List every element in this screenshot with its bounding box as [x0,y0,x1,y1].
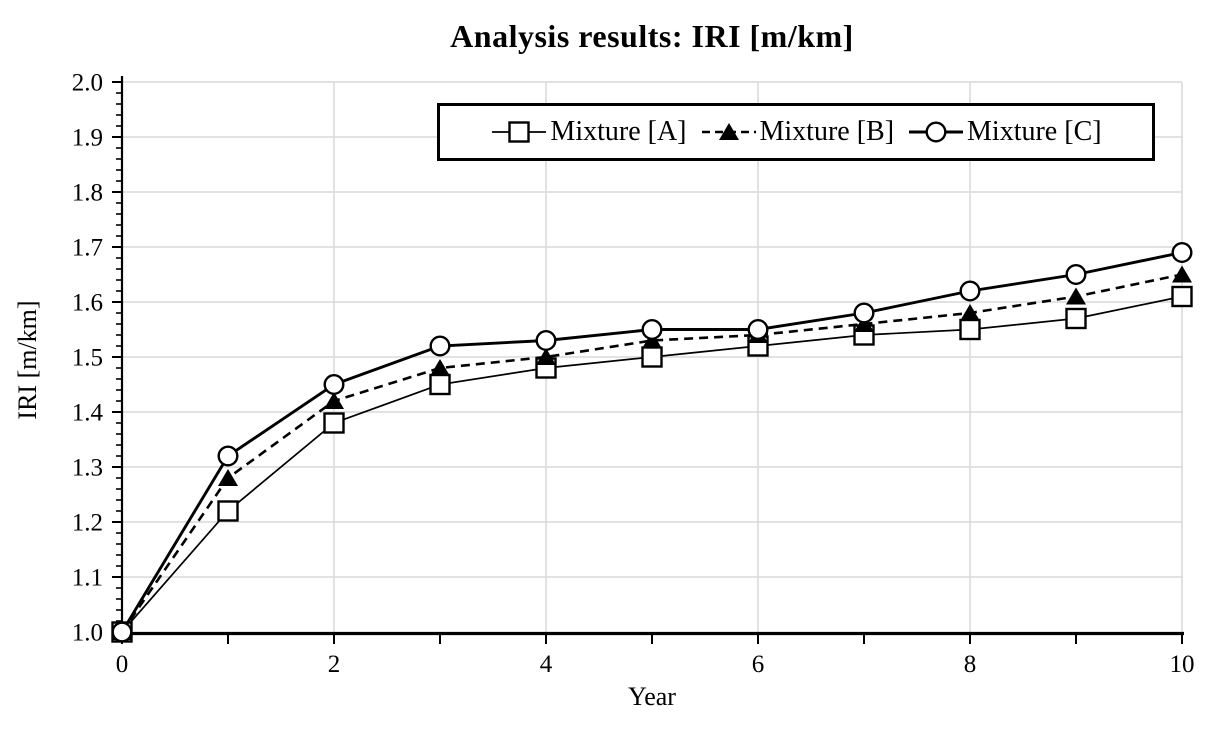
triangle-marker [218,469,238,486]
svg-text:1.4: 1.4 [72,400,104,427]
series-line-mixture-c [120,251,1183,633]
svg-text:0: 0 [116,651,129,678]
circle-marker [535,330,557,352]
square-marker [217,500,239,522]
circle-marker [217,445,239,467]
triangle-marker [960,304,980,321]
series-mixture-a [111,285,1193,643]
triangle-marker [1172,265,1192,283]
circle-marker [429,335,451,357]
triangle-marker [718,123,739,140]
square-marker [1065,307,1087,330]
svg-text:1.9: 1.9 [72,125,103,152]
legend-filled-triangle-marker-icon [701,123,756,140]
y-axis-ticks [112,81,122,633]
legend-open-square-marker-icon [492,121,547,143]
svg-text:2.0: 2.0 [72,70,103,97]
square-marker [508,121,531,143]
circle-marker [1171,241,1193,263]
svg-text:1.2: 1.2 [72,510,103,537]
x-axis-title: Year [628,682,676,711]
x-axis-ticks [121,635,1183,644]
square-marker [959,318,981,341]
svg-text:10: 10 [1170,651,1195,678]
circle-marker [1065,264,1087,286]
svg-text:1.7: 1.7 [72,235,103,262]
svg-text:1.8: 1.8 [72,180,103,207]
svg-text:2: 2 [328,651,341,678]
legend-item-mixture-c: Mixture [C] [907,116,1102,148]
circle-marker [323,374,345,396]
svg-text:1.0: 1.0 [72,620,103,647]
svg-text:1.6: 1.6 [72,290,103,317]
axes [120,76,1184,636]
svg-text:1.5: 1.5 [72,345,103,372]
triangle-marker [324,392,344,409]
legend-item-mixture-a: Mixture [A] [490,116,687,148]
triangle-marker [430,359,450,376]
triangle-marker [1066,287,1086,305]
circle-marker [853,302,875,324]
legend-open-circle-marker-icon [909,121,964,143]
legend-label-mixture-a: Mixture [A] [550,116,687,147]
legend: Mixture [A] Mixture [B] Mixture [C] [437,103,1155,161]
legend-label-mixture-b: Mixture [B] [759,116,895,147]
svg-text:6: 6 [752,651,765,678]
square-marker [429,373,451,396]
x-tick-labels: 0 2 4 6 8 10 [116,651,1195,678]
svg-text:1.1: 1.1 [72,565,103,592]
series-mixture-c [111,241,1193,643]
square-marker [1171,285,1193,308]
svg-text:1.3: 1.3 [72,455,103,482]
series-line-mixture-b [120,273,1183,633]
legend-label-mixture-c: Mixture [C] [967,116,1102,147]
circle-marker [111,621,133,643]
circle-marker [747,319,769,341]
square-marker [641,346,663,368]
svg-text:4: 4 [540,651,553,678]
y-tick-labels: 1.0 1.1 1.2 1.3 1.4 1.5 1.6 1.7 1.8 1.9 2.0 [72,70,104,647]
chart-title: Analysis results: IRI [m/km] [450,18,854,54]
circle-marker [925,121,947,143]
circle-marker [959,280,981,302]
triangle-marker [536,348,556,365]
circle-marker [641,319,663,341]
y-axis-title: IRI [m/km] [13,300,42,420]
svg-text:8: 8 [964,651,977,678]
square-marker [323,412,345,434]
legend-item-mixture-b: Mixture [B] [700,116,895,148]
